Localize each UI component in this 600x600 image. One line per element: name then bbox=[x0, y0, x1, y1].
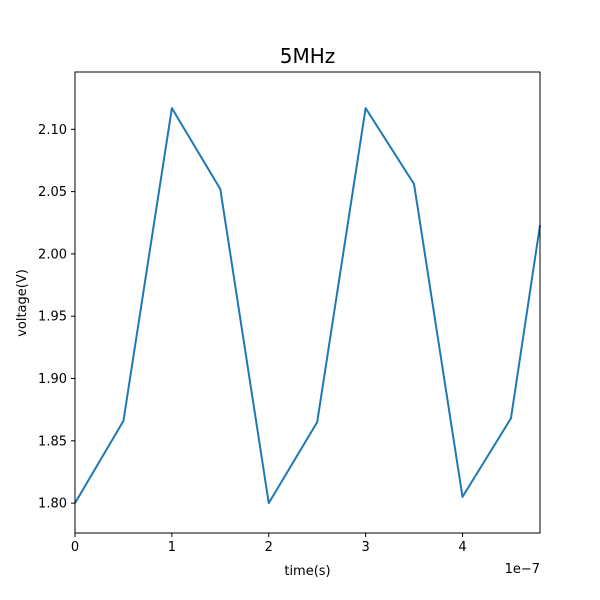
y-tick-label: 1.85 bbox=[38, 434, 67, 449]
y-tick-label: 2.00 bbox=[38, 247, 67, 262]
y-tick-label: 2.05 bbox=[38, 185, 67, 200]
series-line bbox=[74, 107, 541, 505]
x-tick-label: 0 bbox=[71, 540, 79, 555]
chart-title: 5MHz bbox=[280, 44, 336, 68]
x-axis: 0 1 2 3 4 bbox=[71, 533, 467, 555]
x-tick-label: 3 bbox=[361, 540, 369, 555]
y-tick-label: 2.10 bbox=[38, 123, 67, 138]
x-offset-text: 1e−7 bbox=[505, 562, 540, 577]
x-tick-label: 1 bbox=[168, 540, 176, 555]
x-tick-label: 4 bbox=[458, 540, 466, 555]
y-axis: 1.80 1.85 1.90 1.95 2.00 2.05 2.10 bbox=[38, 123, 75, 512]
series-layer bbox=[74, 107, 541, 505]
y-tick-label: 1.80 bbox=[38, 497, 67, 512]
plot-frame bbox=[74, 71, 541, 534]
x-tick-label: 2 bbox=[265, 540, 273, 555]
y-tick-label: 1.90 bbox=[38, 372, 67, 387]
plot-area bbox=[74, 71, 541, 534]
y-axis-label: voltage(V) bbox=[15, 269, 30, 337]
y-tick-label: 1.95 bbox=[38, 310, 67, 325]
x-axis-label: time(s) bbox=[284, 564, 330, 579]
